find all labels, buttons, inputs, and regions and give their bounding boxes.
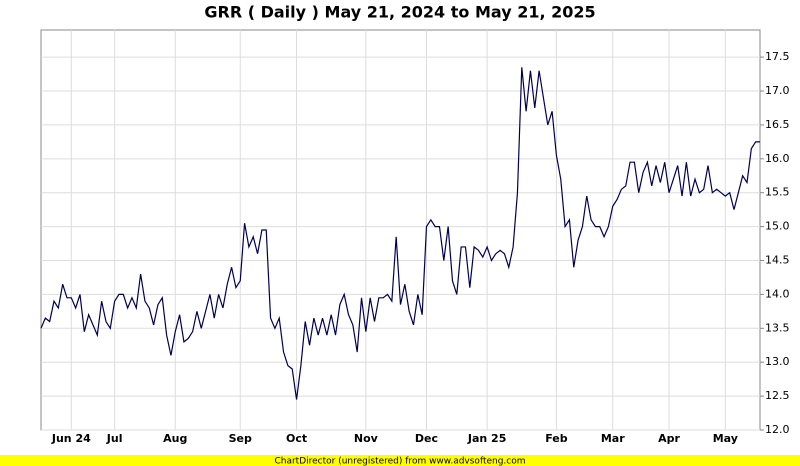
plot-area [40,29,761,431]
x-tick-label: Jan 25 [467,432,506,445]
y-tick-label: 17.5 [765,50,790,63]
x-tick-label: Mar [601,432,625,445]
y-tick-label: 16.5 [765,118,790,131]
y-tick-label: 17.0 [765,84,790,97]
x-tick-label: Dec [415,432,438,445]
x-tick-label: Feb [545,432,568,445]
footer: ChartDirector (unregistered) from www.ad… [274,457,525,466]
y-tick-label: 13.5 [765,321,790,334]
chart-title: GRR ( Daily ) May 21, 2024 to May 21, 20… [204,3,595,22]
x-tick-label: Jul [106,432,123,445]
x-tick-label: May [713,432,738,445]
x-tick-label: Oct [286,432,307,445]
y-tick-label: 16.0 [765,152,790,165]
y-tick-label: 12.0 [765,423,790,436]
y-tick-label: 14.0 [765,287,790,300]
x-tick-label: Jun 24 [51,432,91,445]
x-tick-label: Aug [163,432,187,445]
y-tick-label: 12.5 [765,389,790,402]
x-tick-label: Nov [354,432,379,445]
footer-bar [0,455,800,466]
y-tick-label: 15.5 [765,186,790,199]
y-tick-label: 13.0 [765,355,790,368]
y-tick-label: 14.5 [765,254,790,267]
price-line [40,67,760,400]
x-tick-label: Sep [229,432,252,445]
y-tick-label: 15.0 [765,220,790,233]
x-tick-label: Apr [658,432,680,445]
